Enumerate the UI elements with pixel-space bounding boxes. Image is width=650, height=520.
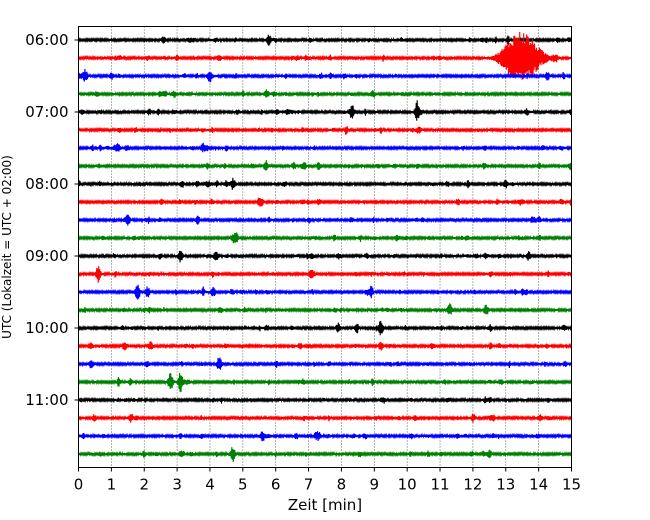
x-tick-label-1: 1: [107, 476, 117, 494]
trace-1115: [77, 413, 573, 423]
x-tick-label-14: 14: [529, 476, 548, 494]
trace-0615: [77, 31, 573, 80]
trace-group: [77, 31, 573, 462]
trace-0945: [77, 303, 573, 315]
trace-0645: [77, 89, 573, 99]
trace-1000: [77, 320, 573, 336]
x-tick-label-5: 5: [238, 476, 248, 494]
y-tick-label-1000: 10:00: [25, 319, 68, 337]
trace-1045: [77, 372, 573, 393]
y-tick-label-1100: 11:00: [25, 391, 68, 409]
x-axis-title: Zeit [min]: [288, 496, 362, 514]
trace-1145: [77, 447, 573, 462]
trace-0600: [77, 34, 573, 46]
x-tick-label-2: 2: [139, 476, 149, 494]
trace-0715: [77, 126, 573, 135]
y-axis-title: UTC (Lokalzeit = UTC + 02:00): [0, 155, 14, 339]
trace-0745: [77, 160, 573, 171]
x-tick-label-10: 10: [398, 476, 417, 494]
trace-1015: [77, 341, 573, 351]
y-tick-label-0800: 08:00: [25, 175, 68, 193]
trace-0900: [77, 250, 573, 263]
y-axis: 06:00 07:00 08:00 09:00 10:00 11:00: [25, 31, 79, 409]
y-tick-label-0600: 06:00: [25, 31, 68, 49]
x-tick-label-4: 4: [205, 476, 215, 494]
plot-frame: [78, 26, 572, 468]
x-tick-label-7: 7: [304, 476, 314, 494]
x-tick-label-12: 12: [463, 476, 482, 494]
x-tick-label-0: 0: [74, 476, 84, 494]
trace-0815: [77, 197, 573, 207]
trace-0800: [77, 177, 573, 190]
x-tick-label-3: 3: [172, 476, 182, 494]
trace-1030: [77, 357, 573, 370]
trace-0830: [77, 214, 573, 226]
x-tick-label-13: 13: [496, 476, 515, 494]
x-axis: 0 1 2 3 4 5 6 7 8 9 10 11 12 13 14 15: [74, 467, 581, 494]
trace-0630: [77, 68, 573, 83]
x-tick-label-6: 6: [271, 476, 281, 494]
x-tick-label-15: 15: [562, 476, 581, 494]
y-tick-label-0700: 07:00: [25, 103, 68, 121]
trace-0845: [77, 232, 573, 244]
trace-1100: [77, 396, 573, 404]
trace-0930: [77, 284, 573, 300]
trace-1130: [77, 431, 573, 442]
trace-0700: [77, 100, 573, 121]
x-tick-label-11: 11: [430, 476, 449, 494]
y-tick-label-0900: 09:00: [25, 247, 68, 265]
trace-0915: [77, 266, 573, 283]
x-tick-label-8: 8: [337, 476, 347, 494]
x-tick-label-9: 9: [370, 476, 380, 494]
trace-0730: [77, 142, 573, 153]
